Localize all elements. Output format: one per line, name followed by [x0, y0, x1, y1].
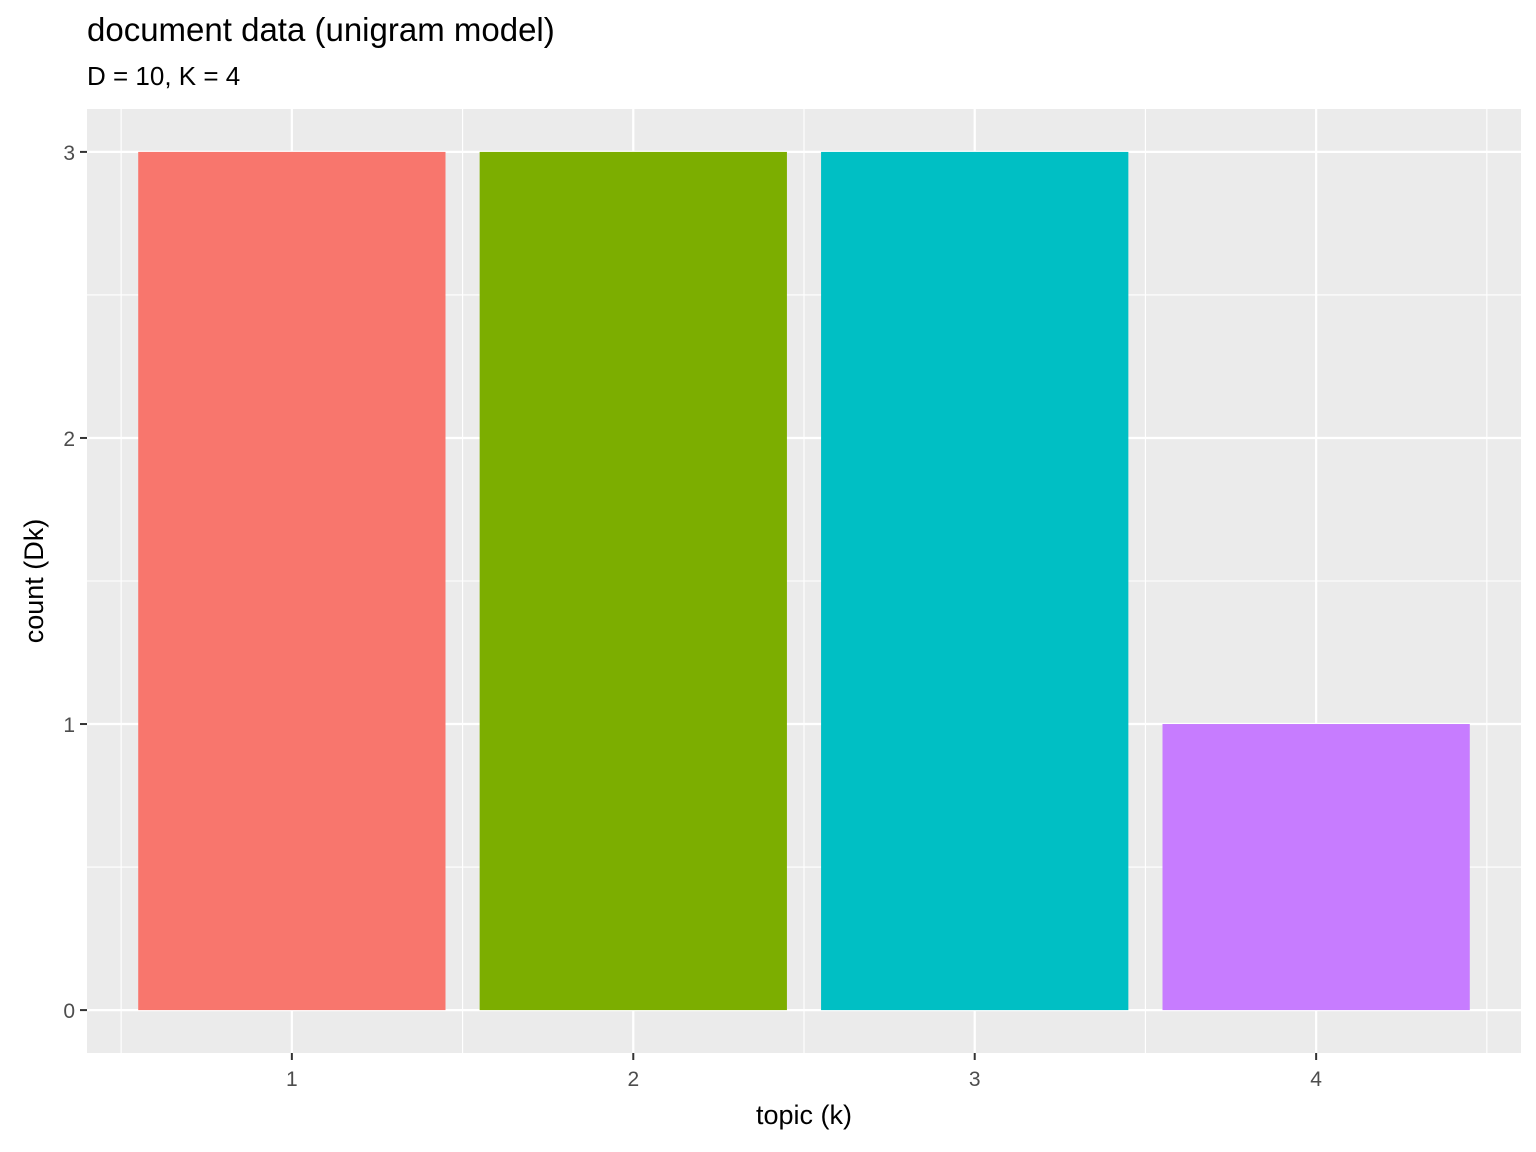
x-axis: 1 2 3 4	[286, 1053, 1322, 1091]
x-tick-label: 1	[286, 1068, 298, 1091]
x-tick-label: 3	[969, 1068, 981, 1091]
chart-subtitle: D = 10, K = 4	[87, 61, 240, 91]
y-axis-title: count (Dk)	[19, 519, 49, 644]
bar-topic-4	[1162, 724, 1470, 1011]
x-tick-label: 4	[1310, 1068, 1322, 1091]
x-axis-title: topic (k)	[756, 1100, 852, 1130]
y-tick-label: 0	[63, 1000, 75, 1023]
y-tick-label: 2	[63, 428, 75, 451]
y-axis: 0 1 2 3	[63, 142, 87, 1023]
bars	[138, 151, 1470, 1011]
bar-topic-1	[138, 151, 446, 1011]
y-tick-label: 1	[63, 714, 75, 737]
x-tick-label: 2	[627, 1068, 639, 1091]
chart-title: document data (unigram model)	[87, 11, 555, 48]
y-tick-label: 3	[63, 142, 75, 165]
bar-topic-3	[821, 151, 1129, 1011]
bar-topic-2	[479, 151, 787, 1011]
